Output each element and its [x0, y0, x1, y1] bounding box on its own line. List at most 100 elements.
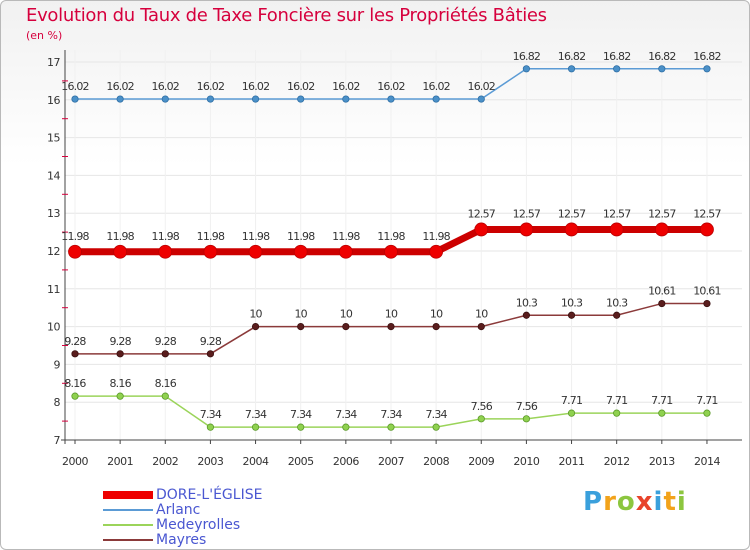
y-tick-label: 9	[54, 358, 61, 371]
data-point-arlanc	[251, 95, 260, 103]
data-label-arlanc: 16.02	[332, 80, 360, 93]
data-label-dore-leglise: 11.98	[287, 230, 315, 243]
data-point-medeyrolles	[116, 392, 124, 400]
legend-label-mayres: Mayres	[156, 531, 207, 548]
data-label-arlanc: 16.82	[693, 50, 721, 63]
y-tick-label: 16	[47, 94, 60, 107]
logo-letter: o	[616, 487, 636, 517]
logo-letter: i	[653, 487, 664, 517]
data-point-medeyrolles	[251, 423, 260, 431]
data-label-dore-leglise: 11.98	[332, 230, 360, 243]
data-point-arlanc	[567, 65, 576, 73]
data-label-mayres: 10	[475, 308, 488, 321]
data-point-arlanc	[116, 95, 124, 103]
legend-item-medeyrolles: Medeyrolles	[103, 516, 262, 533]
data-label-dore-leglise: 11.98	[106, 230, 134, 243]
data-point-medeyrolles	[703, 409, 711, 417]
data-label-medeyrolles: 7.34	[200, 408, 222, 421]
x-tick-label: 2006	[333, 455, 359, 468]
logo-letter: P	[583, 487, 604, 517]
data-point-medeyrolles	[432, 423, 440, 431]
x-tick-label: 2011	[559, 455, 585, 468]
x-tick-label: 2007	[378, 455, 404, 468]
data-label-mayres: 9.28	[155, 335, 177, 348]
y-tick-label: 14	[47, 169, 60, 182]
data-point-dore-leglise	[474, 222, 489, 237]
data-point-dore-leglise	[248, 244, 263, 259]
data-point-arlanc	[522, 65, 531, 73]
data-label-medeyrolles: 7.71	[696, 394, 717, 407]
data-point-arlanc	[342, 95, 350, 103]
y-tick-label: 13	[47, 207, 60, 220]
data-point-medeyrolles	[297, 423, 305, 431]
data-label-arlanc: 16.02	[106, 80, 134, 93]
data-point-dore-leglise	[654, 222, 669, 237]
data-point-mayres	[522, 311, 531, 319]
chart-title: Evolution du Taux de Taxe Foncière sur l…	[26, 5, 547, 26]
data-label-dore-leglise: 12.57	[603, 207, 631, 220]
x-tick-label: 2010	[513, 455, 539, 468]
legend-label-medeyrolles: Medeyrolles	[156, 516, 241, 533]
data-point-dore-leglise	[113, 244, 128, 259]
data-point-mayres	[297, 322, 305, 331]
data-point-mayres	[251, 322, 260, 331]
data-label-mayres: 10.61	[693, 285, 721, 298]
y-tick-label: 8	[54, 396, 61, 409]
data-label-dore-leglise: 11.98	[152, 230, 180, 243]
data-point-mayres	[71, 350, 79, 358]
legend-swatch-medeyrolles	[103, 523, 153, 526]
legend-swatch-arlanc	[103, 508, 153, 511]
data-point-mayres	[206, 350, 215, 358]
data-point-mayres	[342, 322, 350, 331]
data-point-arlanc	[297, 95, 305, 103]
x-tick-label: 2014	[694, 455, 720, 468]
data-label-mayres: 10	[294, 308, 307, 321]
data-point-arlanc	[161, 95, 169, 103]
data-point-arlanc	[71, 95, 79, 103]
x-tick-label: 2012	[604, 455, 630, 468]
data-point-medeyrolles	[161, 392, 169, 400]
logo-letter: i	[676, 487, 687, 517]
legend-item-dore-leglise: DORE-L'ÉGLISE	[103, 486, 263, 503]
data-label-arlanc: 16.02	[197, 80, 225, 93]
logo-letter: r	[603, 487, 617, 517]
data-point-dore-leglise	[429, 244, 444, 259]
data-point-mayres	[387, 322, 395, 331]
data-point-arlanc	[613, 65, 621, 73]
data-label-medeyrolles: 7.56	[516, 400, 538, 413]
legend-swatch-dore-leglise	[103, 490, 153, 499]
data-label-medeyrolles: 8.16	[155, 377, 177, 390]
data-point-mayres	[477, 322, 485, 331]
data-label-dore-leglise: 11.98	[197, 230, 225, 243]
data-label-arlanc: 16.82	[513, 50, 541, 63]
data-label-arlanc: 16.02	[61, 80, 89, 93]
data-label-medeyrolles: 7.71	[561, 394, 582, 407]
data-point-mayres	[161, 350, 169, 358]
x-tick-label: 2002	[152, 455, 178, 468]
data-point-medeyrolles	[522, 415, 531, 423]
data-point-medeyrolles	[477, 415, 485, 423]
data-label-mayres: 9.28	[109, 335, 131, 348]
x-tick-label: 2013	[649, 455, 675, 468]
data-label-arlanc: 16.82	[603, 50, 631, 63]
data-label-medeyrolles: 7.34	[335, 408, 357, 421]
data-label-mayres: 9.28	[64, 335, 86, 348]
y-tick-label: 15	[47, 132, 60, 145]
data-label-mayres: 10	[430, 308, 443, 321]
data-label-dore-leglise: 11.98	[61, 230, 89, 243]
data-point-dore-leglise	[158, 244, 173, 259]
data-point-mayres	[613, 311, 621, 319]
data-label-medeyrolles: 8.16	[109, 377, 131, 390]
data-label-mayres: 10.3	[606, 296, 628, 309]
legend-label-dore-leglise: DORE-L'ÉGLISE	[156, 486, 263, 503]
data-point-medeyrolles	[658, 409, 666, 417]
data-label-dore-leglise: 11.98	[422, 230, 450, 243]
data-point-medeyrolles	[387, 423, 395, 431]
y-tick-label: 10	[47, 321, 60, 334]
proxiti-logo: Proxiti	[583, 487, 687, 517]
chart-legend: DORE-L'ÉGLISE Arlanc Medeyrolles Mayres	[103, 486, 263, 548]
x-tick-label: 2005	[288, 455, 314, 468]
data-label-mayres: 10.3	[516, 296, 538, 309]
